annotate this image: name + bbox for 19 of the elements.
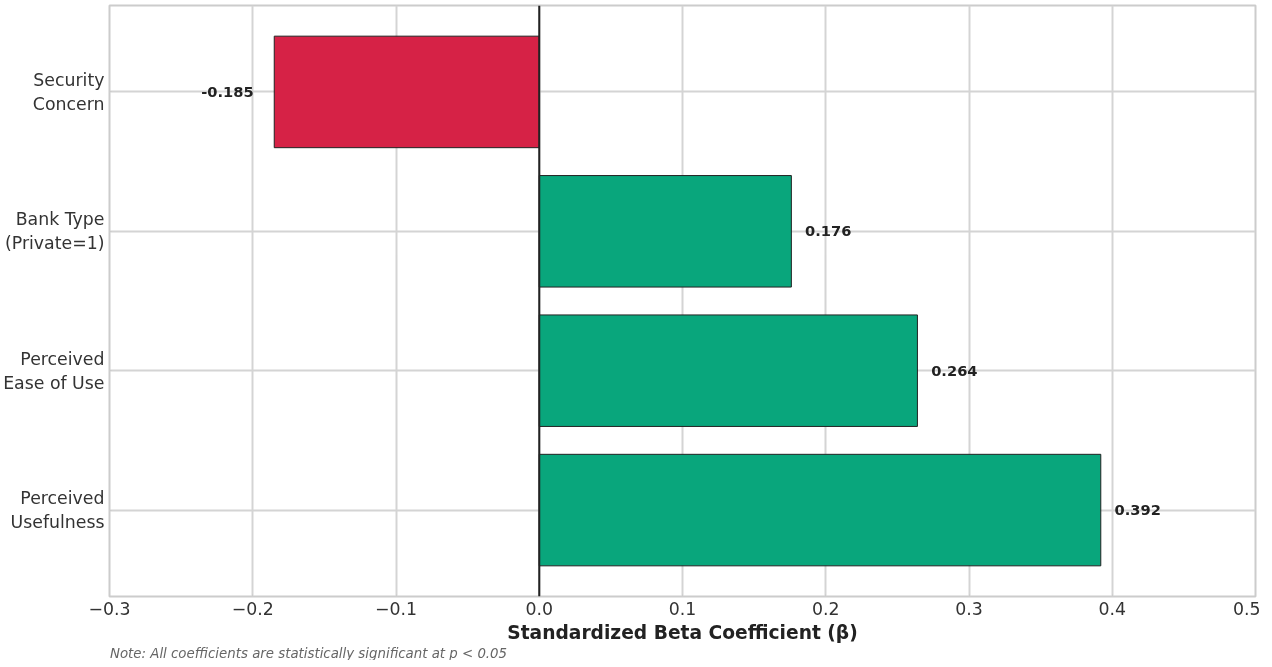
data-label: -0.185 (201, 82, 254, 100)
x-tick-label: 0.2 (811, 598, 840, 619)
x-tick-label: 0.4 (1098, 598, 1127, 619)
x-tick-label: 0.3 (955, 598, 983, 619)
y-tick-label: Security Concern (32, 69, 105, 114)
x-tick-label: −0.3 (88, 598, 131, 619)
y-tick-label: Perceived Ease of Use (3, 348, 105, 393)
data-label: 0.264 (931, 361, 978, 379)
data-label: 0.176 (805, 222, 852, 240)
x-axis-title: Standardized Beta Coefficient (β) (507, 621, 858, 643)
y-tick-label: Perceived Usefulness (10, 488, 105, 533)
y-tick-label: Bank Type (Private=1) (5, 209, 105, 254)
x-tick-label: 0.0 (525, 598, 554, 619)
x-tick-label: −0.2 (231, 598, 274, 619)
data-label: 0.392 (1114, 501, 1161, 519)
x-tick-label: −0.1 (374, 598, 418, 619)
x-tick-label: 0.5 (1232, 598, 1261, 619)
x-tick-label: 0.1 (668, 598, 697, 619)
text: Note: All coefficients are statistically significant at p < 0.05 (110, 645, 508, 661)
